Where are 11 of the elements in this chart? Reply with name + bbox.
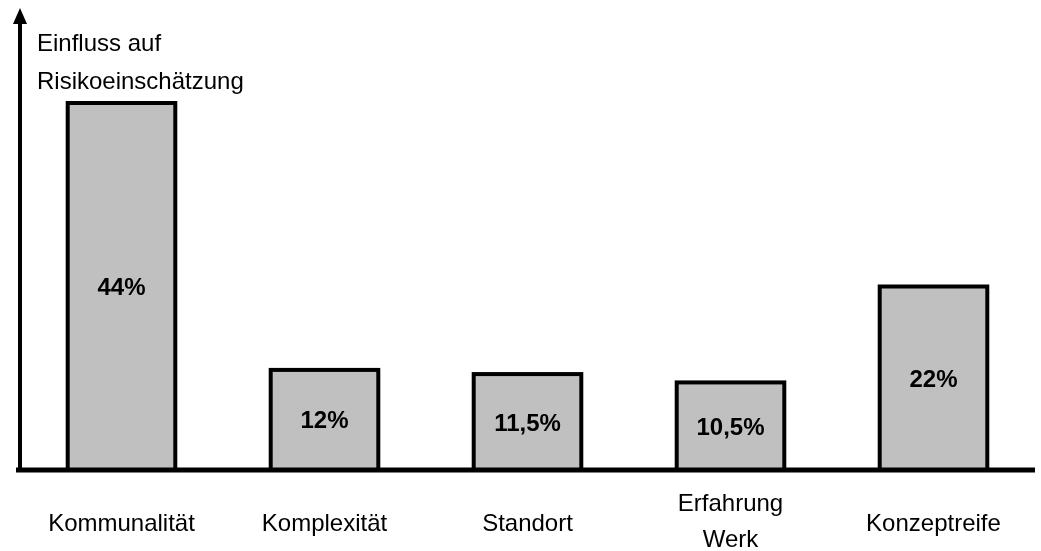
x-tick-label: Komplexität (261, 508, 388, 536)
x-tick-label: Konzeptreife (866, 508, 1001, 536)
x-tick-label: Erfahrung Werk (677, 488, 784, 551)
data-label: 10,5% (696, 412, 765, 440)
data-label: 22% (909, 364, 958, 392)
data-label: 44% (97, 273, 146, 300)
y-axis-title: Einfluss auf Risikoeinschätzung (37, 28, 244, 94)
data-label: 11,5% (494, 408, 561, 436)
x-tick-label: Standort (482, 508, 574, 536)
data-label: 12% (300, 406, 349, 434)
x-tick-label: Kommunalität (48, 508, 196, 536)
